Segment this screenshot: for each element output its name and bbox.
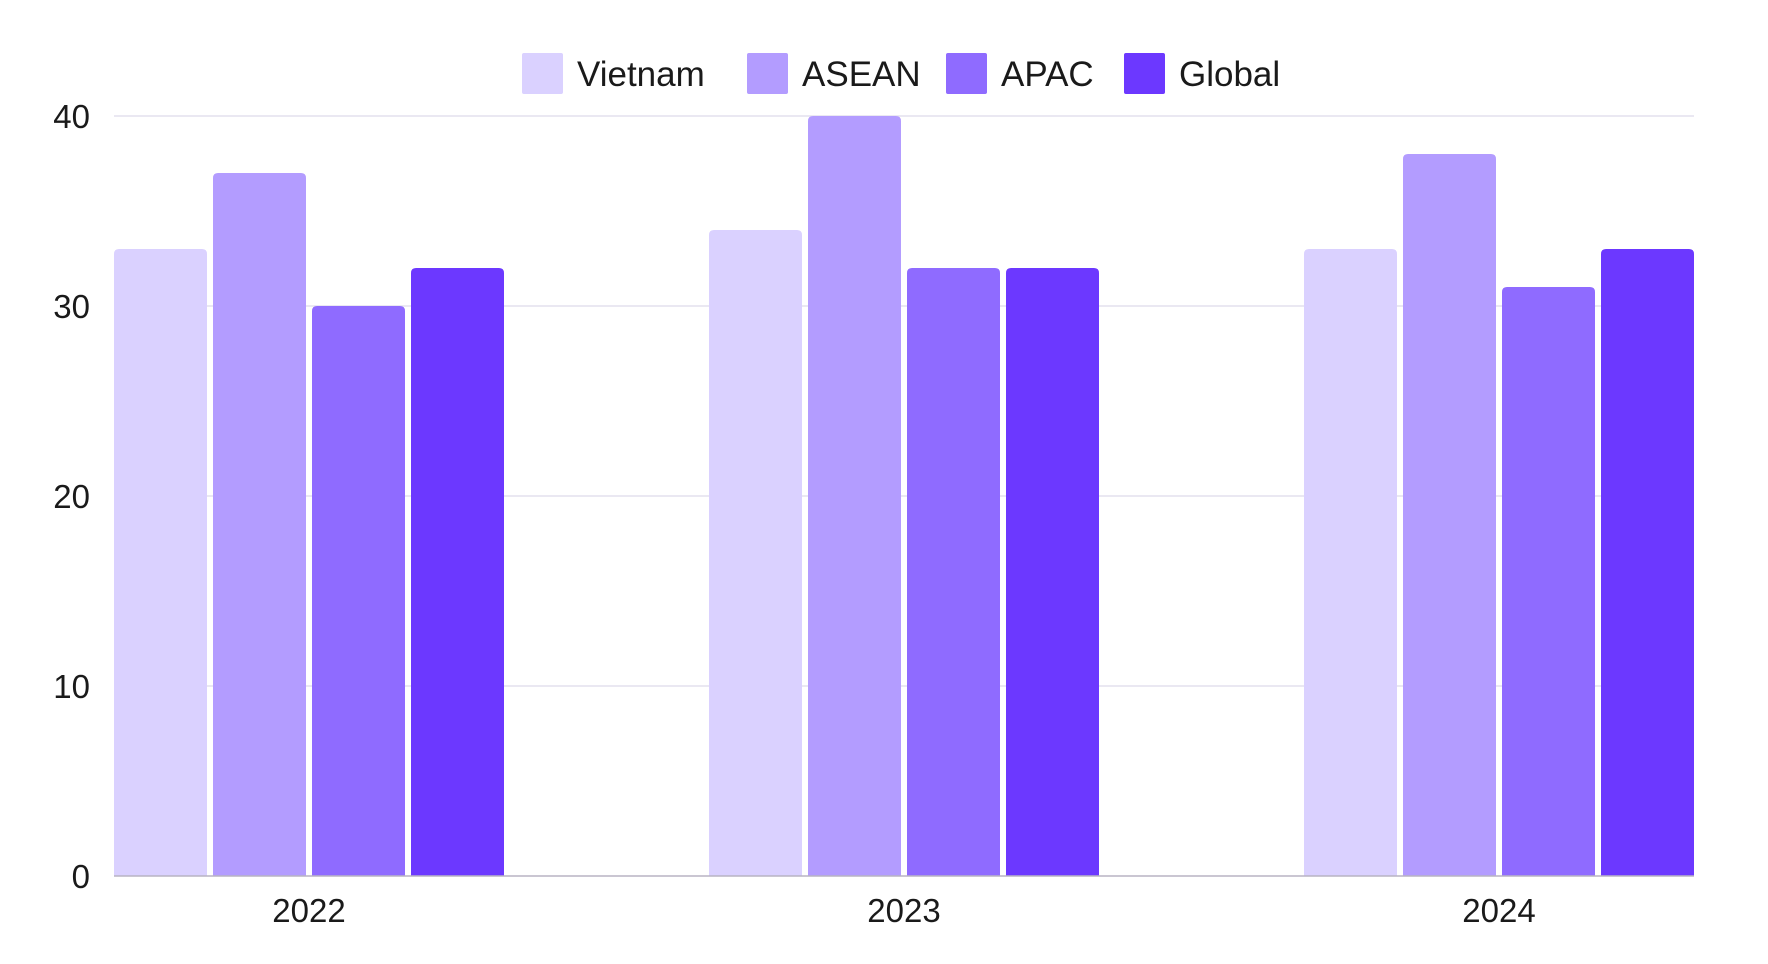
bar-vietnam-2022	[114, 249, 207, 876]
bar-vietnam-2024	[1304, 249, 1397, 876]
bar-asean-2023	[808, 116, 901, 876]
legend-label-vietnam: Vietnam	[577, 55, 705, 94]
y-tick-label: 40	[53, 98, 90, 135]
x-tick-label: 2022	[272, 892, 345, 929]
x-tick-label: 2023	[867, 892, 940, 929]
x-axis-ticks: 2022 2023 2024	[272, 892, 1535, 929]
legend-label-global: Global	[1179, 55, 1280, 94]
legend: Vietnam ASEAN APAC Global	[522, 53, 1280, 94]
y-tick-label: 0	[72, 858, 90, 895]
bar-apac-2024	[1502, 287, 1595, 876]
legend-swatch-vietnam	[522, 53, 563, 94]
bar-vietnam-2023	[709, 230, 802, 876]
bar-apac-2022	[312, 306, 405, 876]
bar-global-2023	[1006, 268, 1099, 876]
x-tick-label: 2024	[1462, 892, 1535, 929]
bar-asean-2024	[1403, 154, 1496, 876]
y-tick-label: 30	[53, 288, 90, 325]
legend-label-asean: ASEAN	[802, 55, 921, 94]
y-tick-label: 10	[53, 668, 90, 705]
legend-swatch-asean	[747, 53, 788, 94]
bar-apac-2023	[907, 268, 1000, 876]
legend-swatch-apac	[946, 53, 987, 94]
legend-swatch-global	[1124, 53, 1165, 94]
legend-label-apac: APAC	[1001, 55, 1094, 94]
bar-asean-2022	[213, 173, 306, 876]
y-axis-ticks: 0 10 20 30 40	[53, 98, 90, 895]
bar-global-2024	[1601, 249, 1694, 876]
y-tick-label: 20	[53, 478, 90, 515]
bar-global-2022	[411, 268, 504, 876]
bars	[114, 116, 1694, 876]
